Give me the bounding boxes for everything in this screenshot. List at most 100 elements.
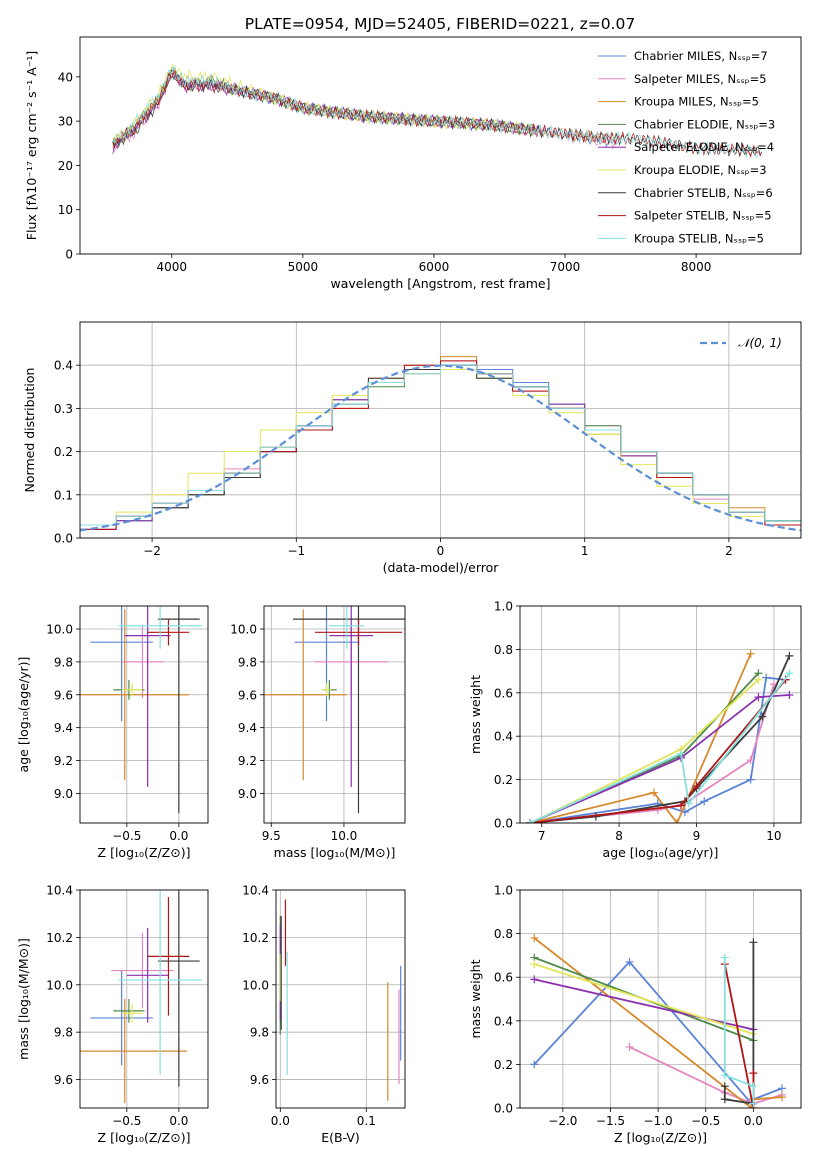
weight_vs_age-ylabel: mass weight <box>468 675 483 754</box>
weight_vs_Z-marker-8-3 <box>749 1099 758 1108</box>
spectrum-legend-label-7: Salpeter STELIB, Nₛₛₚ=5 <box>634 209 772 223</box>
mass_vs_EBV-xtick-label: 0.0 <box>271 1114 290 1128</box>
spectrum-xlabel: wavelength [Angstrom, rest frame] <box>330 276 550 291</box>
mass_vs_EBV-plot-area <box>279 899 402 1101</box>
weight_vs_Z-marker-6-0 <box>720 1082 729 1091</box>
weight_vs_age-ytick-label: 0.8 <box>494 643 513 657</box>
weight_vs_age-ytick-label: 0.6 <box>494 686 513 700</box>
weight_vs_Z-series-4 <box>534 978 754 1031</box>
age_vs_Z-ylabel: age [log₁₀(age/yr)] <box>16 657 31 773</box>
weight_vs_age-marker-2-1 <box>649 788 658 797</box>
weight_vs_age-xtick-label: 7 <box>538 829 546 843</box>
weight_vs_Z-series-7 <box>723 963 755 1108</box>
age_vs_mass-xtick-label: 10.0 <box>331 829 358 843</box>
mass_vs_Z-ytick-label: 10.4 <box>46 884 73 898</box>
spectrum-xtick-label: 4000 <box>156 260 187 274</box>
residuals-ytick-label: 0.1 <box>54 488 73 502</box>
weight_vs_age-series-7 <box>529 679 787 823</box>
age_vs_Z-xlabel: Z [log₁₀(Z/Z⊙)] <box>98 845 191 860</box>
age_vs_Z-xtick-label: −0.5 <box>112 829 141 843</box>
weight_vs_age-series-2 <box>529 653 752 823</box>
weight_vs_age-marker-1-3 <box>746 756 755 765</box>
age_vs_Z-ytick-label: 9.6 <box>54 688 73 702</box>
age_vs_mass-xtick-label: 9.5 <box>262 829 281 843</box>
spectrum-xtick-label: 6000 <box>419 260 450 274</box>
weight_vs_Z-ytick-label: 0.0 <box>494 1102 513 1116</box>
residuals-legend-label: 𝒩(0, 1) <box>738 336 782 350</box>
weight_vs_Z-marker-6-3 <box>749 938 758 947</box>
age_vs_Z-ytick-label: 9.2 <box>54 754 73 768</box>
weight_vs_age-frame <box>519 605 802 824</box>
weight_vs_Z-marker-5-0 <box>530 960 539 969</box>
weight_vs_Z-xlabel: Z [log₁₀(Z/Z⊙)] <box>614 1130 707 1145</box>
age_vs_mass-ytick-label: 10.0 <box>230 623 257 637</box>
age_vs_Z-ytick-label: 9.4 <box>54 721 73 735</box>
mass_vs_Z-xlabel: Z [log₁₀(Z/Z⊙)] <box>98 1130 191 1145</box>
age_vs_mass-xlabel: mass [log₁₀(M/M⊙)] <box>274 845 396 860</box>
weight_vs_Z-series-8 <box>723 957 755 1104</box>
spectrum-legend-label-2: Kroupa MILES, Nₛₛₚ=5 <box>634 95 759 109</box>
weight_vs_age-xlabel: age [log₁₀(age/yr)] <box>603 845 719 860</box>
weight_vs_age-ytick-label: 0.0 <box>494 817 513 831</box>
spectrum-ytick-label: 30 <box>58 115 73 129</box>
weight_vs_age-marker-6-4 <box>758 712 767 721</box>
weight_vs_Z-frame <box>519 889 802 1109</box>
weight_vs_age-marker-8-3 <box>785 669 794 678</box>
weight_vs_Z-ylabel: mass weight <box>468 959 483 1038</box>
age_vs_Z-xtick-label: 0.0 <box>169 829 188 843</box>
weight_vs_Z-series-6 <box>723 942 755 1105</box>
residuals-xtick-label: −1 <box>287 544 305 558</box>
mass_vs_EBV-ytick-label: 10.4 <box>242 884 269 898</box>
spectrum-frame <box>79 36 802 255</box>
weight_vs_Z-marker-0-0 <box>530 1060 539 1069</box>
weight_vs_age-series-3 <box>529 672 760 823</box>
weight_vs_Z-xtick-label: −0.5 <box>691 1114 720 1128</box>
gaussian-curve <box>80 364 801 532</box>
spectrum-xtick-label: 8000 <box>681 260 712 274</box>
weight_vs_Z-marker-6-1 <box>720 1095 729 1104</box>
residuals-xtick-label: 1 <box>581 544 589 558</box>
spectrum-plot-area <box>112 64 763 160</box>
weight_vs_age-plot-area <box>526 649 794 823</box>
weight_vs_Z-ytick-label: 1.0 <box>494 884 513 898</box>
mass_vs_Z-frame <box>79 889 209 1109</box>
weight_vs_Z-xtick-label: −1.0 <box>644 1114 673 1128</box>
spectrum-ytick-label: 10 <box>58 203 73 217</box>
weight_vs_age-series-4 <box>529 694 790 823</box>
weight_vs_Z-marker-7-2 <box>749 1069 758 1078</box>
residuals-plot-area <box>80 356 801 532</box>
residual-hist-8 <box>80 364 801 526</box>
spectrum-line-4 <box>112 70 540 155</box>
spectrum-xtick-label: 7000 <box>550 260 581 274</box>
weight_vs_age-ytick-label: 0.2 <box>494 773 513 787</box>
weight_vs_age-ytick-label: 0.4 <box>494 730 513 744</box>
mass_vs_Z-ytick-label: 10.2 <box>46 931 73 945</box>
weight_vs_age-marker-0-3 <box>700 797 709 806</box>
spectrum-ytick-label: 0 <box>65 248 73 262</box>
weight_vs_age-marker-2-2 <box>673 819 682 823</box>
spectrum-panel: 4000 5000 6000 7000 8000 0 10 20 30 40 wavelength … <box>24 36 802 291</box>
weight_vs_Z-panel: −2.0 −1.5 −1.0 −0.5 0.0 0.0 0.2 0.4 0.6 0.8 1.0 Z [… <box>468 884 802 1145</box>
residuals-xtick-label: 2 <box>725 544 733 558</box>
weight_vs_age-marker-5-2 <box>754 675 763 684</box>
mass_vs_Z-ylabel: mass [log₁₀(M/M⊙)] <box>16 938 31 1060</box>
residuals-ytick-label: 0.0 <box>54 532 73 546</box>
spectrum-ytick-label: 40 <box>58 70 73 84</box>
spectrum-legend-label-8: Kroupa STELIB, Nₛₛₚ=5 <box>634 231 764 245</box>
weight_vs_Z-series-5 <box>534 963 754 1035</box>
weight_vs_age-panel: 7 8 9 10 0.0 0.2 0.4 0.6 0.8 1.0 age [log₁₀(age/yr… <box>468 600 802 860</box>
weight_vs_age-marker-8-0 <box>526 819 535 823</box>
spectrum-legend-label-0: Chabrier MILES, Nₛₛₚ=7 <box>634 49 768 63</box>
weight_vs_Z-plot-area <box>530 933 786 1108</box>
residuals-frame <box>79 321 802 539</box>
weight_vs_Z-ytick-label: 0.2 <box>494 1058 513 1072</box>
age_vs_Z-ytick-label: 9.0 <box>54 787 73 801</box>
mass_vs_EBV-ytick-label: 9.6 <box>250 1073 269 1087</box>
age_vs_mass-ytick-label: 9.6 <box>238 688 257 702</box>
weight_vs_age-marker-4-3 <box>785 690 794 699</box>
weight_vs_age-marker-4-2 <box>754 693 763 702</box>
age_vs_Z-ytick-label: 10.0 <box>46 623 73 637</box>
residuals-xtick-label: 0 <box>437 544 445 558</box>
